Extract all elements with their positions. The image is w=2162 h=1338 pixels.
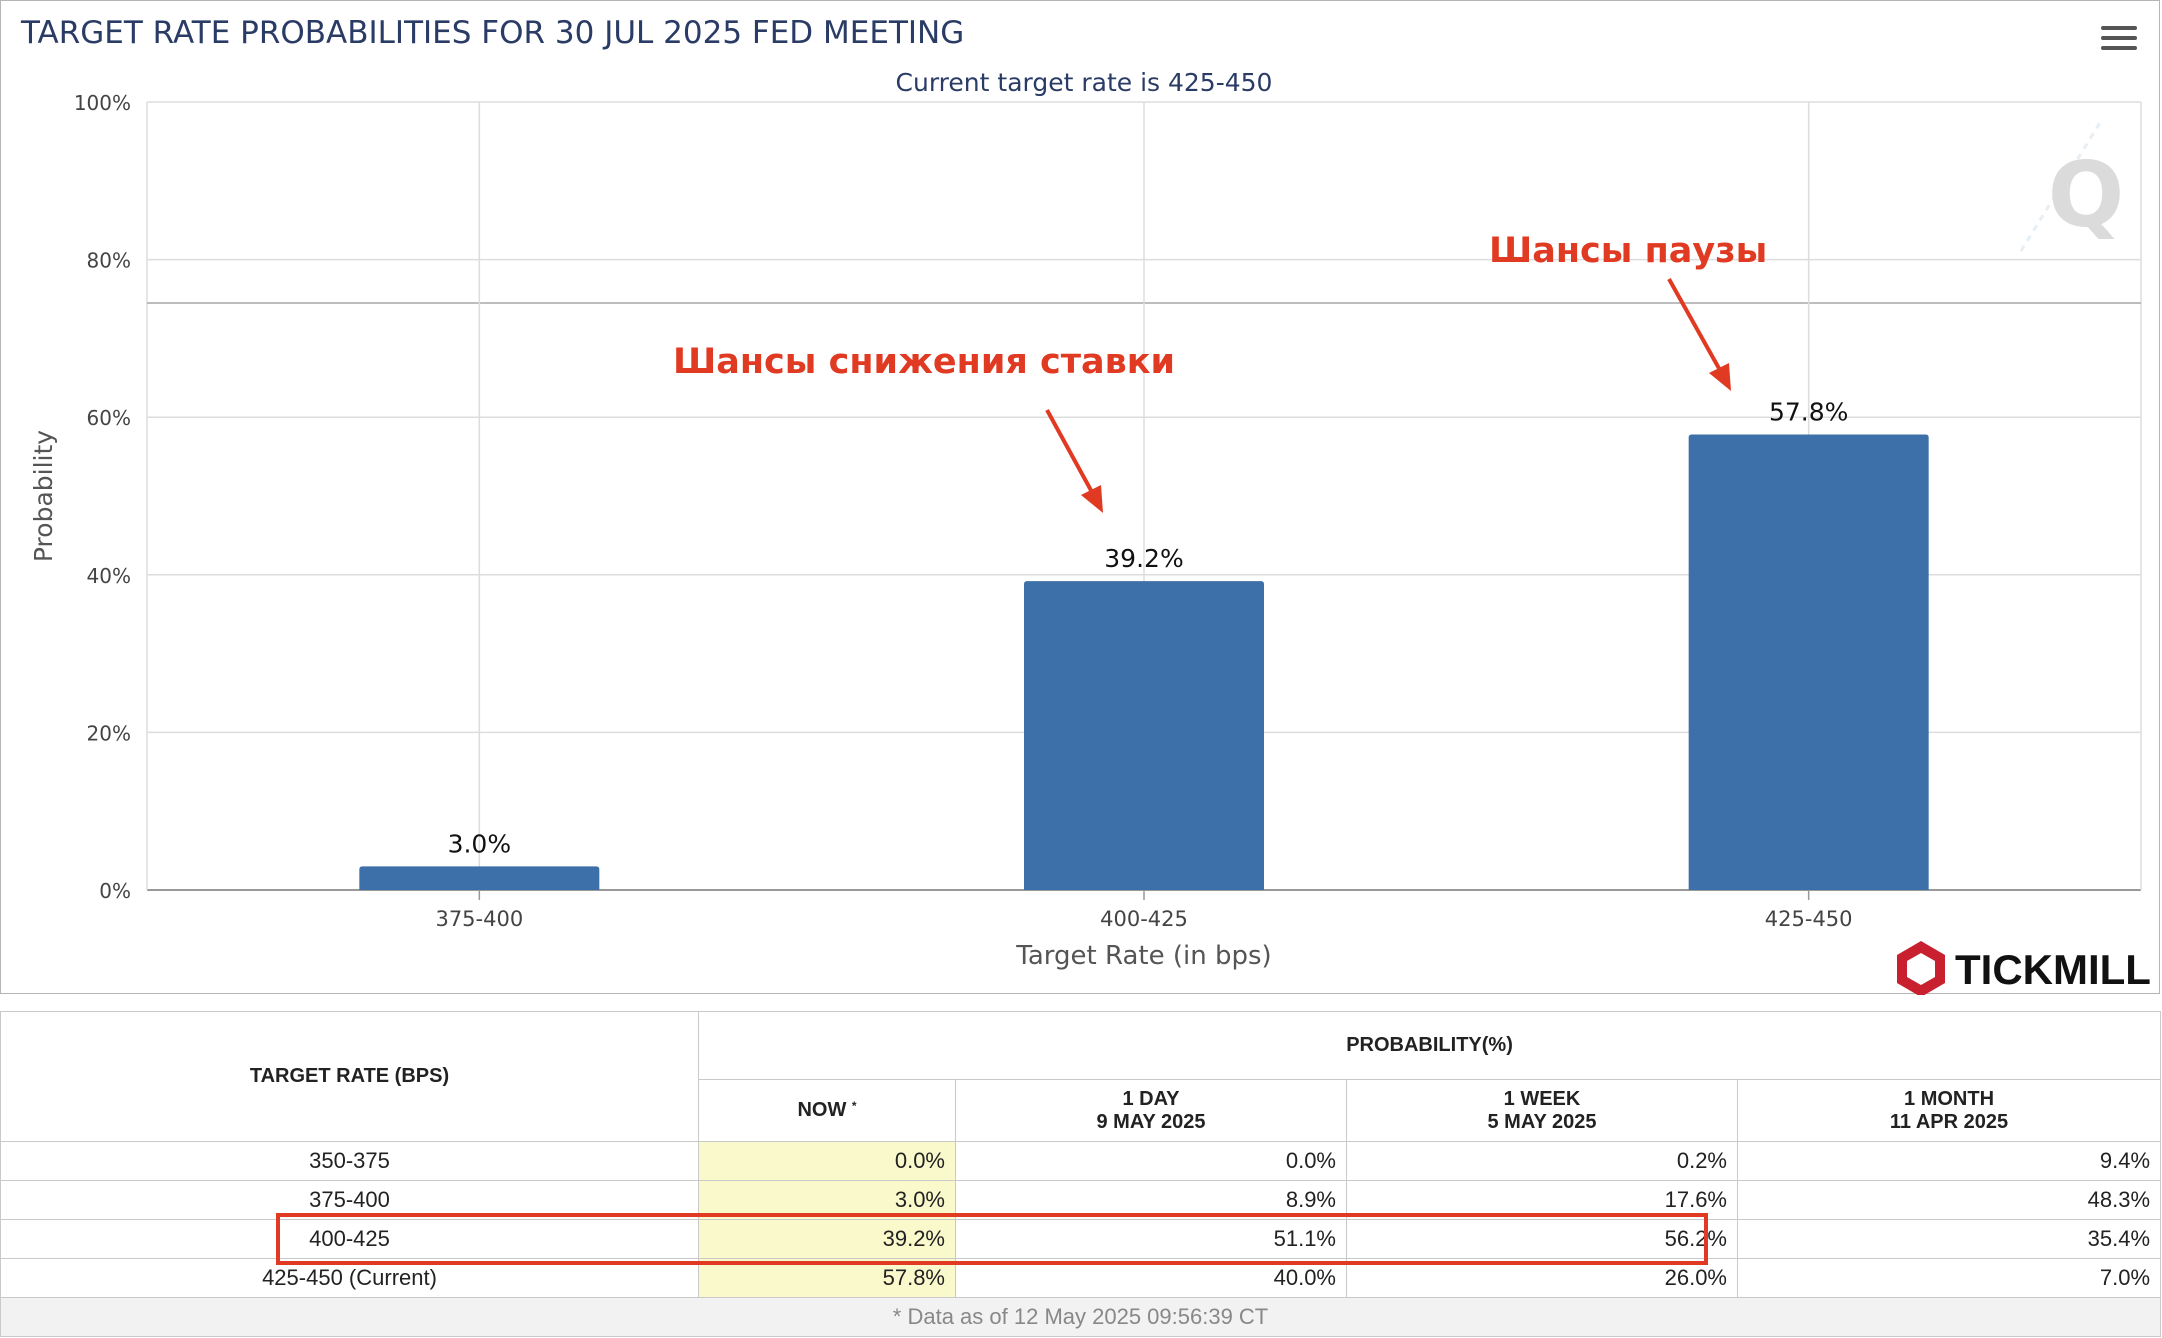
- x-axis-title: Target Rate (in bps): [1015, 941, 1271, 971]
- tickmill-logo: TICKMILL: [1897, 941, 2151, 995]
- cell-rate: 400-425: [0, 1219, 699, 1259]
- cell-now: 39.2%: [698, 1219, 956, 1259]
- bar-chart: TARGET RATE PROBABILITIES FOR 30 JUL 202…: [20, 15, 2151, 995]
- cell-1-day: 40.0%: [955, 1258, 1347, 1298]
- axis-labels: 0% 20% 40% 60% 80% 100% 3.0% 375-400 39.2% 400-42…: [74, 91, 1853, 931]
- cell-rate: 350-375: [0, 1141, 699, 1181]
- probability-table: TARGET RATE (BPS) PROBABILITY(%) NOW * 1…: [0, 1011, 2162, 1337]
- y-tick-label: 80%: [87, 249, 131, 273]
- cell-1-month: 7.0%: [1736, 1258, 2162, 1298]
- table-row: 425-450 (Current) 57.8% 40.0% 26.0% 7.0%: [0, 1258, 2162, 1298]
- table-row: 350-375 0.0% 0.0% 0.2% 9.4%: [0, 1141, 2162, 1181]
- cell-1-week: 0.2%: [1346, 1141, 1738, 1181]
- data-label: 57.8%: [1769, 398, 1848, 427]
- annotation-pause: Шансы паузы: [1489, 231, 1767, 271]
- chart-menu-button[interactable]: [2101, 26, 2137, 56]
- table-row: 375-400 3.0% 8.9% 17.6% 48.3%: [0, 1180, 2162, 1220]
- header-1-day: 1 DAY 9 MAY 2025: [955, 1079, 1347, 1142]
- y-tick-label: 40%: [87, 564, 131, 588]
- x-tick-label: 425-450: [1765, 907, 1853, 931]
- brand-name: TICKMILL: [1955, 946, 2151, 993]
- svg-text:Q: Q: [2048, 143, 2125, 248]
- cell-now: 3.0%: [698, 1180, 956, 1220]
- cell-1-month: 9.4%: [1736, 1141, 2162, 1181]
- table-footnote-row: * Data as of 12 May 2025 09:56:39 CT: [0, 1297, 2162, 1337]
- header-1-month: 1 MONTH 11 APR 2025: [1736, 1079, 2162, 1142]
- cell-rate: 375-400: [0, 1180, 699, 1220]
- y-tick-label: 0%: [99, 879, 131, 903]
- bar-400-425: [1024, 581, 1264, 890]
- cell-1-month: 35.4%: [1736, 1219, 2162, 1259]
- table-row: 400-425 39.2% 51.1% 56.2% 35.4%: [0, 1219, 2162, 1259]
- watermark-q-icon: Q: [2019, 120, 2125, 252]
- x-tick-label: 400-425: [1100, 907, 1188, 931]
- y-tick-label: 100%: [74, 91, 131, 115]
- cell-1-day: 0.0%: [955, 1141, 1347, 1181]
- y-tick-label: 60%: [87, 406, 131, 430]
- cell-rate: 425-450 (Current): [0, 1258, 699, 1298]
- bar-375-400: [359, 866, 600, 890]
- chart-subtitle: Current target rate is 425-450: [896, 68, 1273, 97]
- hamburger-menu-icon: [2101, 26, 2137, 30]
- cell-1-day: 51.1%: [955, 1219, 1347, 1259]
- cell-1-week: 56.2%: [1346, 1219, 1738, 1259]
- arrow-cut-icon: [1045, 409, 1103, 513]
- header-1-week: 1 WEEK 5 MAY 2025: [1346, 1079, 1738, 1142]
- y-axis-title: Probability: [29, 430, 58, 562]
- cell-now: 0.0%: [698, 1141, 956, 1181]
- chart-title: TARGET RATE PROBABILITIES FOR 30 JUL 202…: [20, 15, 964, 51]
- annotation-cut: Шансы снижения ставки: [673, 342, 1175, 382]
- arrow-pause-icon: [1667, 278, 1731, 391]
- probability-table-panel: TARGET RATE (BPS) PROBABILITY(%) NOW * 1…: [0, 1011, 2162, 1337]
- footnote: * Data as of 12 May 2025 09:56:39 CT: [0, 1297, 2162, 1337]
- data-label: 39.2%: [1104, 544, 1183, 573]
- header-probability: PROBABILITY(%): [697, 1011, 2162, 1080]
- cell-1-month: 48.3%: [1736, 1180, 2162, 1220]
- header-now: NOW *: [698, 1079, 956, 1142]
- x-tick-label: 375-400: [435, 907, 523, 931]
- header-target-rate: TARGET RATE (BPS): [0, 1011, 699, 1142]
- cell-now: 57.8%: [698, 1258, 956, 1298]
- cell-1-week: 17.6%: [1346, 1180, 1738, 1220]
- bar-425-450: [1688, 434, 1929, 890]
- cell-1-week: 26.0%: [1346, 1258, 1738, 1298]
- y-tick-label: 20%: [87, 721, 131, 745]
- bars: [359, 434, 1929, 890]
- data-label: 3.0%: [448, 829, 512, 858]
- cell-1-day: 8.9%: [955, 1180, 1347, 1220]
- chart-panel: TARGET RATE PROBABILITIES FOR 30 JUL 202…: [0, 0, 2160, 995]
